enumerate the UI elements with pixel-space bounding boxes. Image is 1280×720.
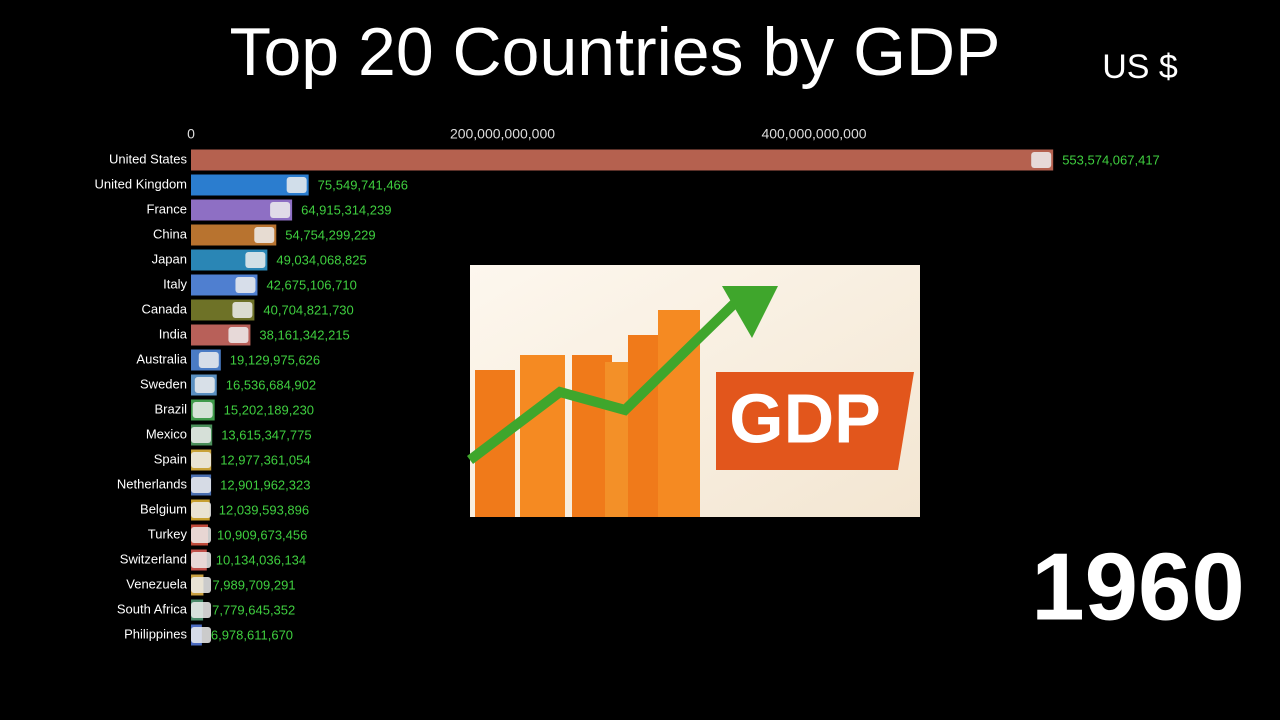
y-tick-label: Mexico	[146, 426, 187, 441]
x-tick-label: 200,000,000,000	[450, 126, 555, 142]
flag	[232, 302, 253, 318]
value-label: 7,779,645,352	[212, 602, 295, 617]
flag	[1031, 152, 1052, 168]
value-label: 19,129,975,626	[230, 352, 320, 367]
flag	[286, 177, 307, 193]
value-label: 16,536,684,902	[226, 377, 316, 392]
y-tick-label: France	[147, 201, 187, 216]
flag	[192, 402, 213, 418]
y-tick-label: United States	[109, 151, 188, 166]
year-label: 1960	[1031, 533, 1245, 640]
flag	[228, 327, 249, 343]
y-tick-label: Sweden	[140, 376, 187, 391]
flag	[191, 627, 211, 643]
y-tick-label: Netherlands	[117, 476, 188, 491]
flag	[254, 227, 275, 243]
flag	[191, 427, 211, 443]
y-tick-label: Switzerland	[120, 551, 187, 566]
y-tick-label: Belgium	[140, 501, 187, 516]
flag	[191, 602, 211, 618]
y-tick-label: Venezuela	[126, 576, 187, 591]
value-label: 75,549,741,466	[318, 177, 408, 192]
y-tick-label: Brazil	[154, 401, 187, 416]
value-label: 42,675,106,710	[266, 277, 356, 292]
y-tick-label: Turkey	[148, 526, 188, 541]
value-label: 64,915,314,239	[301, 202, 391, 217]
value-label: 12,977,361,054	[220, 452, 310, 467]
value-label: 6,978,611,670	[211, 627, 293, 642]
flag	[191, 552, 211, 568]
y-tick-label: Philippines	[124, 626, 187, 641]
y-tick-label: Canada	[141, 301, 187, 316]
flag	[198, 352, 219, 368]
value-label: 7,989,709,291	[212, 577, 295, 592]
flag	[191, 477, 211, 493]
bar	[191, 174, 309, 196]
bar	[191, 149, 1054, 171]
value-label: 49,034,068,825	[276, 252, 366, 267]
flag	[191, 452, 211, 468]
value-label: 40,704,821,730	[263, 302, 353, 317]
value-label: 12,039,593,896	[219, 502, 309, 517]
y-tick-label: Italy	[163, 276, 187, 291]
y-tick-label: Spain	[154, 451, 187, 466]
flag	[245, 252, 266, 268]
value-label: 38,161,342,215	[259, 327, 349, 342]
x-tick-label: 400,000,000,000	[761, 126, 866, 142]
x-tick-label: 0	[187, 126, 195, 142]
image-text: GDP	[729, 379, 881, 457]
value-label: 10,909,673,456	[217, 527, 307, 542]
gdp-image: GDP	[466, 265, 920, 517]
y-tick-label: Japan	[152, 251, 187, 266]
flag	[235, 277, 256, 293]
bar	[191, 199, 293, 221]
y-tick-label: China	[153, 226, 188, 241]
value-label: 553,574,067,417	[1062, 152, 1160, 167]
y-tick-label: South Africa	[117, 601, 188, 616]
flag	[270, 202, 291, 218]
flag	[191, 577, 211, 593]
value-label: 10,134,036,134	[216, 552, 306, 567]
value-label: 54,754,299,229	[285, 227, 375, 242]
value-label: 13,615,347,775	[221, 427, 311, 442]
flag	[194, 377, 215, 393]
chart-subtitle: US $	[1102, 48, 1178, 86]
flag	[191, 527, 211, 543]
y-tick-label: Australia	[136, 351, 187, 366]
y-tick-label: India	[159, 326, 188, 341]
value-label: 15,202,189,230	[224, 402, 314, 417]
chart-title: Top 20 Countries by GDP	[229, 14, 1000, 90]
flag	[191, 502, 211, 518]
y-tick-label: United Kingdom	[95, 176, 188, 191]
value-label: 12,901,962,323	[220, 477, 310, 492]
